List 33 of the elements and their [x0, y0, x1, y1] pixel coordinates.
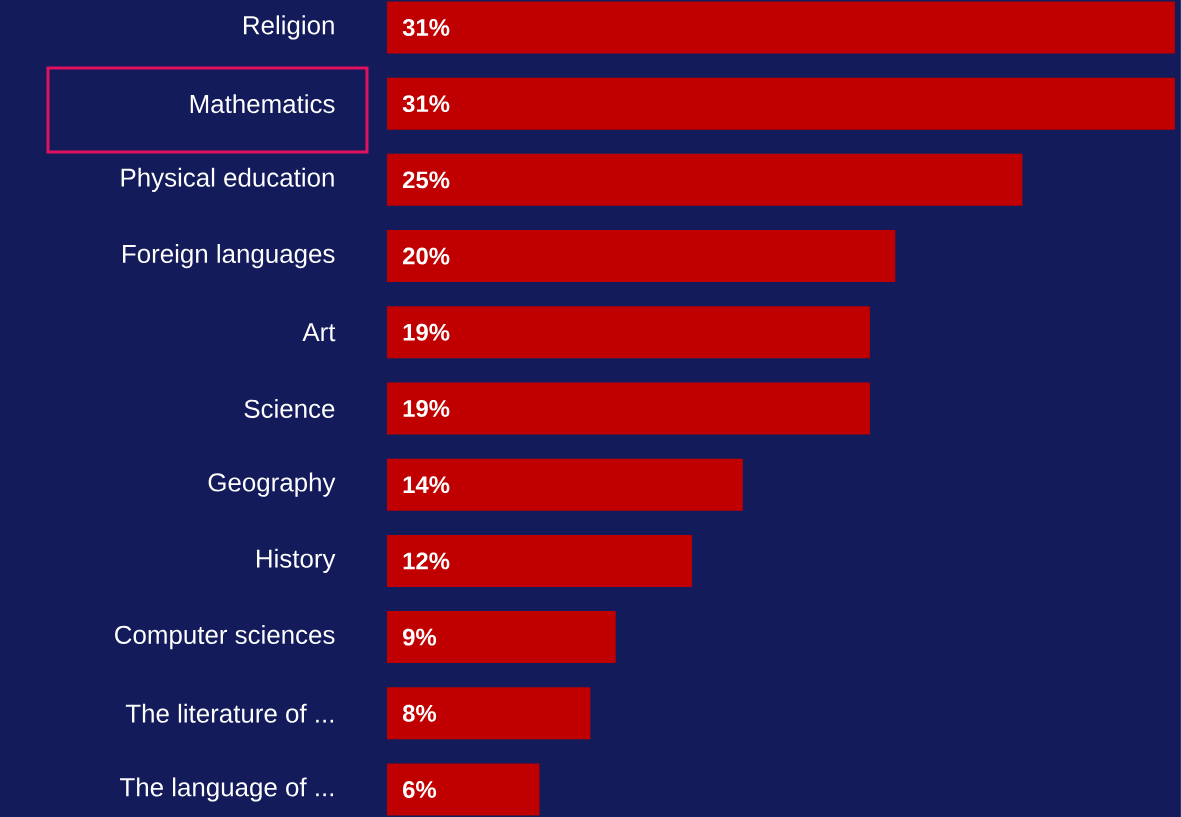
bar	[386, 687, 591, 740]
bar	[386, 611, 616, 664]
y-tick-label: Computer sciences	[115, 625, 335, 650]
bar	[386, 458, 743, 511]
data-label: 19%	[403, 400, 450, 417]
data-label: 19%	[403, 323, 450, 341]
bar	[386, 230, 896, 283]
y-tick-label: Mathematics	[190, 94, 335, 114]
data-label: 9%	[403, 628, 437, 646]
data-label: 12%	[403, 552, 450, 570]
bar	[386, 306, 870, 359]
bar	[386, 153, 1023, 206]
data-label: 20%	[403, 247, 450, 265]
data-label: 6%	[403, 781, 437, 798]
data-label: 31%	[402, 95, 450, 113]
y-tick-label: Foreign languages	[123, 244, 335, 269]
bar	[386, 763, 540, 816]
y-tick-label: Science	[244, 398, 335, 419]
y-tick-label: The literature of ...	[125, 703, 334, 723]
y-tick-label: History	[256, 548, 336, 573]
y-tick-label: Physical education	[121, 167, 334, 192]
y-tick-label: Art	[302, 323, 336, 342]
bar	[386, 1, 1175, 54]
data-label: 25%	[403, 171, 450, 189]
y-tick-label: The language of ...	[120, 777, 334, 802]
bar	[386, 382, 870, 435]
y-tick-label: Geography	[208, 472, 336, 497]
data-label: 31%	[402, 18, 450, 36]
bar	[386, 534, 692, 587]
y-tick-label: Religion	[243, 15, 334, 40]
bar	[386, 77, 1175, 130]
data-label: 8%	[402, 704, 437, 722]
data-label: 14%	[403, 476, 450, 494]
